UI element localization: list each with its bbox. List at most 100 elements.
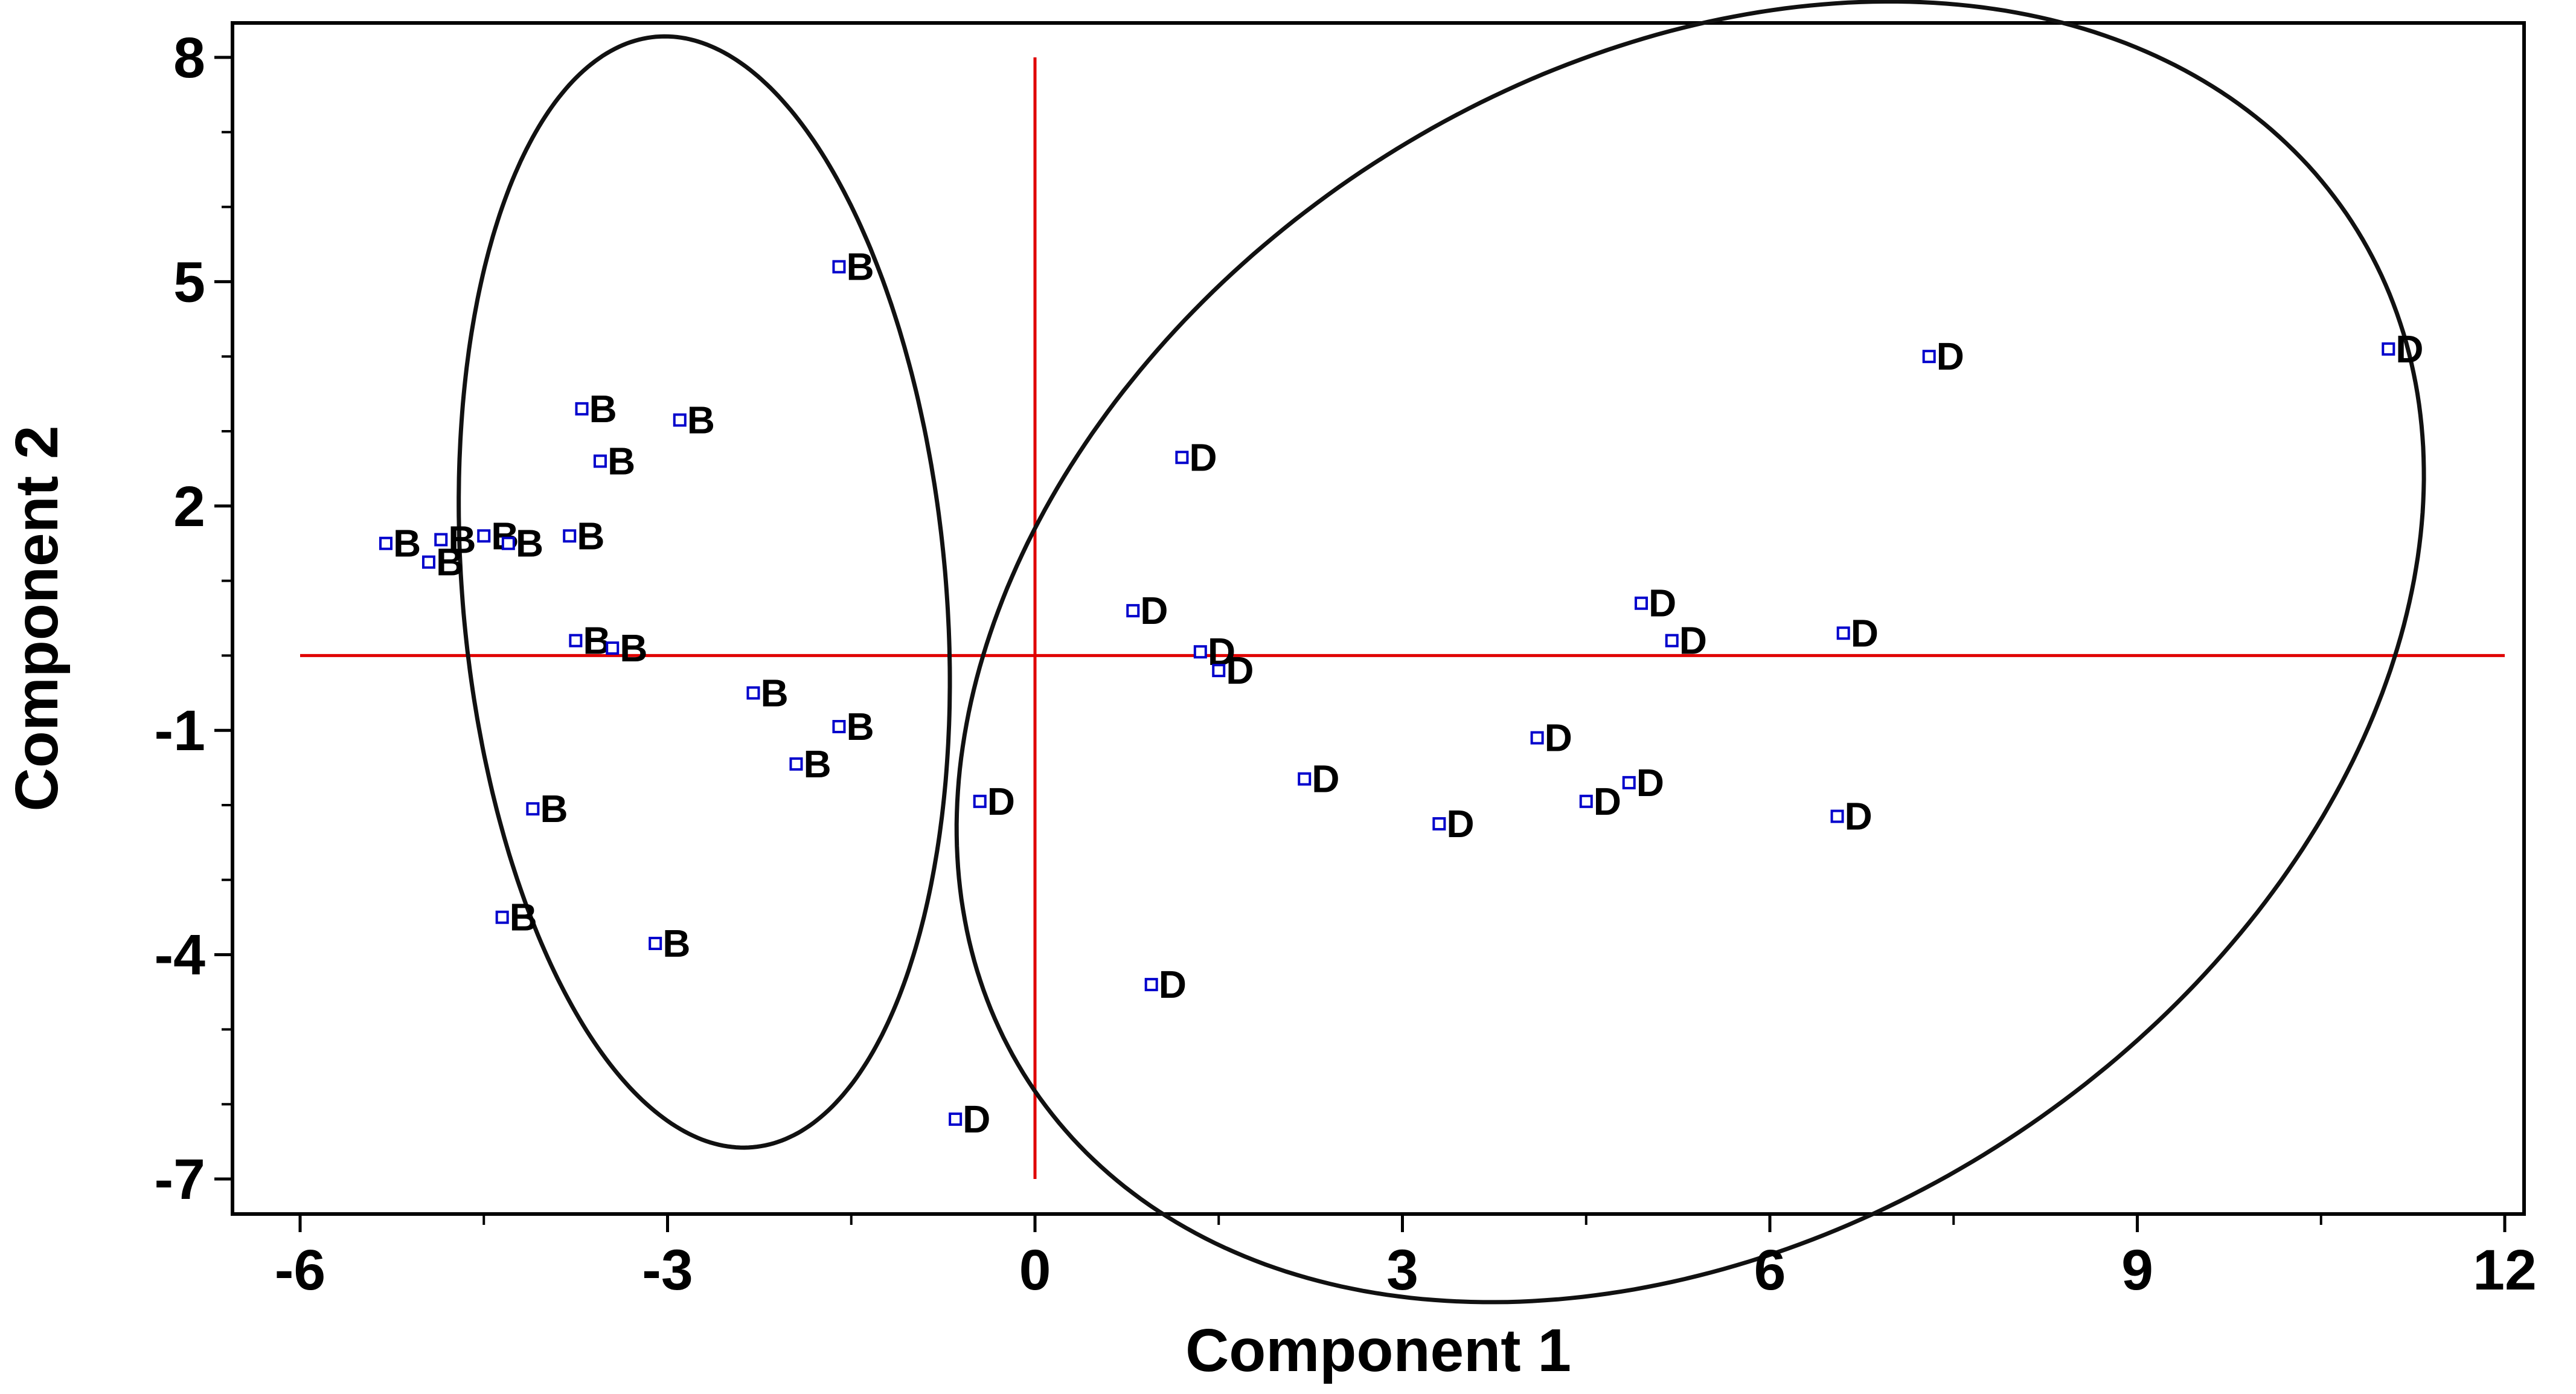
point-label: B — [760, 671, 788, 715]
point-marker — [575, 402, 589, 416]
point-marker — [1144, 978, 1158, 992]
point-label: B — [687, 398, 715, 442]
point-d: D — [1432, 802, 1475, 846]
point-label: D — [1845, 795, 1873, 838]
point-marker — [1622, 776, 1636, 789]
point-marker — [1298, 772, 1312, 786]
point-marker — [501, 536, 515, 550]
y-tick-label: -4 — [155, 923, 206, 988]
point-label: D — [1648, 582, 1676, 625]
point-marker — [1836, 626, 1850, 640]
point-b: B — [526, 787, 568, 830]
point-marker — [1193, 645, 1207, 659]
point-marker — [1635, 596, 1648, 610]
point-label: B — [583, 619, 610, 663]
point-marker — [1126, 604, 1140, 618]
point-d: D — [1212, 649, 1254, 692]
point-label: B — [607, 440, 635, 483]
point-b: B — [434, 518, 476, 562]
point-b: B — [593, 440, 635, 483]
point-label: B — [393, 522, 421, 565]
point-d: D — [1830, 795, 1873, 838]
point-marker — [1530, 731, 1544, 745]
point-b: B — [379, 522, 421, 565]
point-d: D — [1635, 582, 1676, 625]
point-b: B — [477, 514, 519, 557]
y-tick-label: 8 — [173, 26, 205, 90]
point-d: D — [1622, 761, 1664, 805]
point-marker — [649, 937, 662, 951]
point-marker — [569, 634, 583, 647]
x-tick-label: 0 — [1019, 1238, 1051, 1302]
point-marker — [1922, 350, 1936, 364]
point-marker — [973, 794, 987, 808]
point-marker — [673, 413, 687, 427]
y-tick-label: -7 — [155, 1148, 205, 1212]
point-b: B — [575, 387, 617, 431]
point-marker — [1432, 817, 1446, 830]
ellipse-d — [954, 0, 2426, 1305]
x-tick-label: -3 — [642, 1238, 693, 1302]
point-label: D — [1594, 780, 1621, 823]
point-marker — [1579, 794, 1593, 808]
x-tick-label: -6 — [275, 1238, 325, 1302]
point-b: B — [649, 922, 690, 965]
point-label: D — [1545, 716, 1572, 760]
point-marker — [832, 260, 846, 274]
point-label: B — [577, 514, 604, 557]
x-tick-label: 6 — [1754, 1238, 1786, 1302]
point-label: B — [662, 922, 690, 965]
point-label: B — [620, 626, 647, 670]
point-marker — [495, 910, 509, 924]
x-axis-ticks: -6 -3 0 3 6 9 12 — [275, 1214, 2537, 1302]
y-axis-ticks: 8 5 2 -1 -4 -7 — [155, 26, 232, 1212]
reference-lines — [300, 57, 2505, 1179]
confidence-ellipses — [457, 0, 2426, 1305]
point-marker — [789, 757, 803, 771]
point-d: D — [1126, 589, 1168, 632]
point-b: B — [746, 671, 789, 715]
point-label: B — [436, 541, 464, 584]
x-tick-label: 9 — [2121, 1238, 2153, 1302]
point-label: D — [987, 780, 1015, 823]
point-label: B — [589, 387, 617, 431]
point-d: D — [1175, 435, 1217, 479]
point-marker — [606, 641, 620, 655]
point-d: D — [1530, 716, 1572, 760]
point-marker — [477, 529, 491, 543]
point-label: D — [1851, 611, 1879, 655]
ellipse-b — [457, 34, 952, 1150]
point-marker — [1212, 664, 1226, 678]
point-label: D — [1446, 802, 1474, 846]
point-label: D — [1679, 619, 1707, 663]
point-label: D — [1159, 963, 1187, 1006]
x-tick-label: 3 — [1386, 1238, 1418, 1302]
point-b: B — [673, 398, 715, 442]
point-label: B — [846, 705, 874, 748]
point-marker — [1175, 451, 1189, 464]
point-label: D — [963, 1097, 990, 1141]
point-marker — [379, 536, 392, 550]
point-d: D — [2382, 327, 2424, 371]
point-b: B — [501, 522, 543, 565]
point-d: D — [973, 780, 1015, 823]
point-label: D — [1937, 335, 1964, 378]
point-d: D — [1922, 335, 1964, 378]
point-label: B — [803, 742, 831, 786]
point-marker — [563, 529, 577, 543]
point-d: D — [1298, 757, 1339, 801]
point-marker — [526, 802, 540, 816]
point-label: B — [510, 896, 537, 939]
point-label: D — [1226, 649, 1254, 692]
point-label: D — [1140, 589, 1168, 632]
point-d: D — [1836, 611, 1879, 655]
y-tick-label: -1 — [155, 699, 205, 763]
point-b: B — [421, 541, 464, 584]
point-b: B — [832, 705, 874, 748]
point-b: B — [832, 245, 874, 289]
y-tick-label: 2 — [173, 475, 205, 539]
y-axis-title: Component 2 — [3, 426, 71, 812]
point-d: D — [949, 1097, 990, 1141]
